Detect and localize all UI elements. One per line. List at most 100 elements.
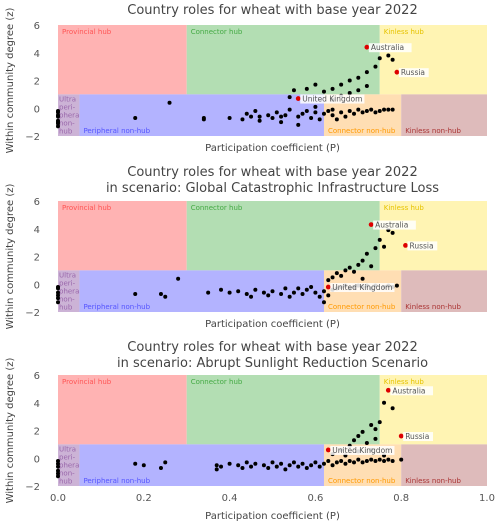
data-point — [347, 265, 352, 270]
data-point — [377, 237, 382, 242]
data-point — [304, 86, 309, 91]
region — [79, 270, 324, 312]
data-point — [296, 122, 301, 127]
data-point — [56, 468, 60, 473]
data-point — [257, 114, 262, 119]
highlight-label: Russia — [405, 432, 429, 441]
highlighted-point — [364, 44, 370, 50]
data-point — [390, 459, 395, 464]
data-point — [270, 115, 275, 120]
data-point — [360, 258, 365, 263]
data-point — [347, 90, 352, 95]
data-point — [313, 82, 318, 87]
region-label: Connector hub — [191, 28, 243, 36]
data-point — [360, 460, 365, 465]
data-point — [158, 465, 163, 470]
data-point — [167, 100, 172, 105]
data-point — [253, 109, 258, 114]
data-point — [266, 113, 271, 118]
region — [58, 375, 187, 445]
region — [401, 444, 487, 486]
data-point — [56, 114, 60, 119]
data-point — [309, 463, 314, 468]
data-point — [227, 461, 232, 466]
data-point — [163, 294, 168, 299]
data-point — [356, 75, 361, 80]
data-point — [321, 111, 326, 116]
region-label: Kinless hub — [384, 28, 425, 36]
data-point — [386, 107, 391, 112]
data-point — [347, 109, 352, 114]
region-label: Kinless hub — [384, 378, 425, 386]
data-point — [321, 289, 326, 294]
data-point — [334, 271, 339, 276]
region-label: Connector hub — [191, 378, 243, 386]
data-point — [373, 436, 378, 441]
highlight-label-bg — [330, 283, 395, 293]
data-point — [369, 107, 374, 112]
y-tick-label: −2 — [25, 132, 40, 143]
x-tick-label: 0.2 — [136, 493, 152, 504]
region — [58, 270, 80, 312]
data-point — [360, 110, 365, 115]
region-label: Peripheral non-hub — [83, 477, 150, 485]
data-point — [56, 110, 60, 115]
highlight-label-bg — [403, 432, 433, 442]
data-point — [339, 110, 344, 115]
data-point — [291, 290, 296, 295]
data-point — [347, 459, 352, 464]
data-point — [253, 287, 258, 292]
x-axis-label: Participation coefficient (P) — [205, 319, 340, 330]
data-point — [369, 422, 374, 427]
data-point — [309, 115, 314, 120]
region — [401, 94, 487, 136]
data-point — [304, 287, 309, 292]
data-point — [313, 110, 318, 115]
data-point — [309, 285, 314, 290]
data-point — [317, 294, 322, 299]
highlight-label-bg — [300, 94, 365, 104]
data-point — [373, 459, 378, 464]
region — [186, 201, 380, 271]
data-point — [270, 460, 275, 465]
data-point — [176, 276, 181, 281]
data-point — [339, 459, 344, 464]
data-point — [373, 246, 378, 251]
highlight-label-bg — [407, 241, 438, 251]
region-label: Kinless hub — [384, 204, 425, 212]
x-tick-label: 0.4 — [222, 493, 238, 504]
y-tick-label: 4 — [34, 49, 40, 60]
highlight-label: United Kingdom — [302, 95, 362, 104]
data-point — [214, 463, 219, 468]
data-point — [390, 230, 395, 235]
data-point — [287, 294, 292, 299]
data-point — [283, 467, 288, 472]
region-label: Connector hub — [191, 204, 243, 212]
data-point — [236, 463, 241, 468]
y-tick-label: 4 — [34, 399, 40, 410]
data-point — [304, 109, 309, 114]
data-point — [56, 286, 60, 291]
data-point — [274, 110, 279, 115]
x-tick-label: 0.8 — [393, 493, 409, 504]
region-label: Connector non-hub — [328, 127, 396, 135]
y-tick-label: 0 — [34, 104, 40, 115]
data-point — [321, 300, 326, 305]
data-point — [244, 111, 249, 116]
data-point — [249, 464, 254, 469]
data-point — [352, 111, 357, 116]
x-tick-label: 0.6 — [307, 493, 323, 504]
data-point — [339, 273, 344, 278]
region-label: Provincial hub — [62, 28, 112, 36]
data-point — [141, 463, 146, 468]
data-point — [330, 86, 335, 91]
data-point — [364, 70, 369, 75]
data-point — [330, 113, 335, 118]
data-point — [364, 84, 369, 89]
data-point — [356, 434, 361, 439]
region-label: Kinless non-hub — [405, 477, 461, 485]
region — [186, 375, 380, 445]
data-point — [261, 290, 266, 295]
chart-panel-1: Country roles for wheat with base year 2… — [5, 3, 487, 154]
chart-title: in scenario: Abrupt Sunlight Reduction S… — [117, 356, 428, 371]
